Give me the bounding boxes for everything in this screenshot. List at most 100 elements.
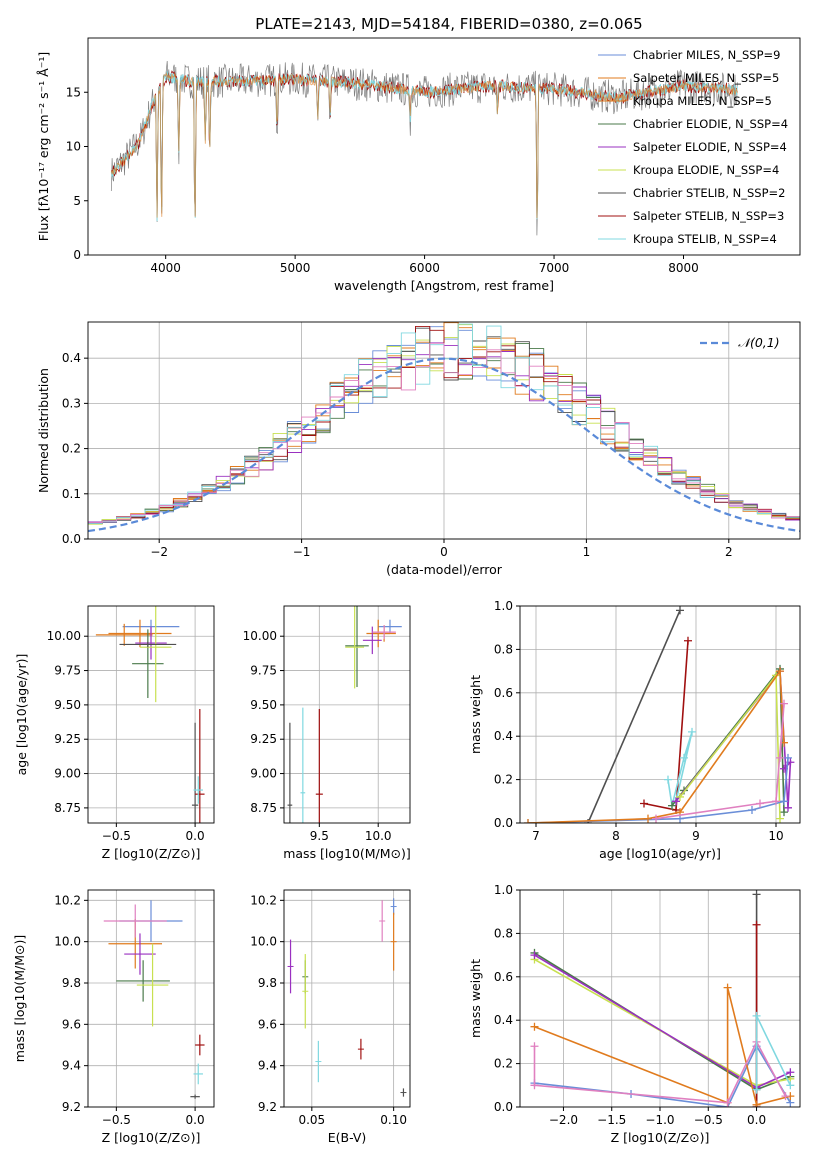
errorbar-point: [287, 722, 293, 823]
plot-area-mass_vs_EBV: [287, 898, 407, 1097]
plus-marker: [780, 808, 788, 817]
y-tick-label: 0.2: [494, 773, 513, 787]
x-tick-label: −0.5: [102, 829, 131, 843]
plot-mass_vs_Z: −0.5 0.0 9.2 9.4 9.6 9.8 10.0 10.2 Z [log10(Z/Z⊙…: [12, 889, 215, 1145]
plus-marker: [664, 775, 672, 784]
x-tick-label: −2.0: [549, 1113, 578, 1127]
errorbar-point: [119, 641, 177, 648]
y-tick-label: 0.2: [494, 1057, 513, 1071]
y-tick-label: 1.0: [494, 599, 513, 613]
weight-series-se: [675, 668, 792, 808]
plus-marker: [644, 814, 652, 823]
legend-label: Salpeter MILES, N_SSP=5: [633, 71, 779, 85]
plus-marker: [676, 606, 684, 615]
legend-label: Salpeter ELODIE, N_SSP=4: [633, 140, 787, 154]
plus-marker: [776, 667, 784, 676]
plus-marker: [672, 797, 680, 806]
errorbar-point: [390, 912, 397, 971]
plus-marker: [530, 1022, 539, 1031]
errorbar-point: [191, 722, 199, 823]
plus-marker: [784, 753, 792, 762]
y-tick-label: 0.6: [494, 970, 513, 984]
y-tick-label: 9.75: [250, 664, 277, 678]
y-tick-label: 9.50: [250, 698, 277, 712]
errorbar-point: [345, 606, 365, 689]
plus-marker: [780, 797, 788, 806]
x-tick-label: 9: [692, 829, 700, 843]
plot-area-spectrum: [110, 60, 738, 236]
plus-marker: [748, 805, 756, 814]
plus-marker: [752, 890, 761, 899]
y-tick-label: 1.0: [494, 883, 513, 897]
errorbar-point: [136, 943, 169, 1027]
plus-marker: [530, 1081, 539, 1090]
y-tick-label: 0.8: [494, 926, 513, 940]
plus-marker: [676, 792, 684, 801]
y-axis-label: Flux [fλ10⁻¹⁷ erg cm⁻² s⁻¹ Å⁻¹]: [36, 52, 51, 241]
plot-area-age_vs_mass: [287, 606, 402, 823]
y-tick-label: 0.4: [494, 729, 513, 743]
errorbar-point: [372, 625, 396, 639]
errorbar-point: [139, 606, 172, 703]
y-tick-label: 0.1: [62, 487, 81, 501]
errorbar-point: [300, 707, 306, 823]
errorbar-point: [135, 626, 167, 660]
x-tick-label: −1.0: [645, 1113, 674, 1127]
normal-curve: [88, 357, 800, 533]
legend-label: Kroupa STELIB, N_SSP=4: [633, 232, 777, 246]
y-tick-label: 5: [73, 194, 81, 208]
y-tick-label: 10: [66, 140, 81, 154]
legend: Chabrier MILES, N_SSP=9 Salpeter MILES, N…: [598, 48, 788, 246]
x-tick-label: 2: [725, 545, 733, 559]
errorbar-point: [357, 1038, 364, 1060]
plot-spectrum: 4000 5000 6000 7000 8000 0 5 10 15 wavelength [An…: [36, 37, 801, 293]
y-tick-label: 15: [66, 85, 81, 99]
y-tick-label: 9.6: [62, 1017, 81, 1031]
y-tick-label: 10.2: [250, 893, 277, 907]
errorbar-point: [195, 1034, 205, 1056]
y-tick-label: 10.2: [54, 893, 81, 907]
errorbar-point: [190, 1094, 200, 1099]
y-tick-label: 0.0: [494, 816, 513, 830]
weight-series-cm: [527, 757, 789, 823]
y-tick-label: 10.0: [250, 935, 277, 949]
errorbar-point: [287, 939, 294, 994]
x-axis-label: age [log10(age/yr)]: [599, 846, 721, 861]
axes-frame: [283, 889, 411, 1108]
x-tick-label: 10.0: [365, 829, 392, 843]
x-tick-label: −1: [293, 545, 311, 559]
plot-weight_vs_Z: −2.0 −1.5 −1.0 −0.5 0.0 0.0 0.2 0.4 0.6 0.8 1.0 Z […: [468, 883, 801, 1145]
plot-area-weight_vs_Z: [530, 890, 795, 1107]
errorbar-point: [378, 619, 402, 634]
y-tick-label: 9.50: [54, 698, 81, 712]
figure-title: PLATE=2143, MJD=54184, FIBERID=0380, z=0…: [255, 15, 642, 33]
legend-label: Salpeter STELIB, N_SSP=3: [633, 209, 784, 223]
x-axis-label: (data-model)/error: [386, 562, 503, 577]
legend-label: Kroupa MILES, N_SSP=5: [633, 94, 772, 108]
y-tick-label: 9.25: [250, 732, 277, 746]
plot-area-mass_vs_Z: [103, 900, 205, 1099]
errorbar-point: [345, 606, 369, 688]
y-tick-label: 9.8: [62, 976, 81, 990]
errorbar-point: [400, 1088, 407, 1097]
y-tick-label: 0.4: [494, 1013, 513, 1027]
errorbar-point: [124, 933, 156, 975]
x-tick-label: −0.5: [102, 1113, 131, 1127]
errorbar-point: [193, 1063, 203, 1085]
y-tick-label: 9.8: [258, 976, 277, 990]
weight-series-se: [534, 954, 791, 1089]
legend-label: Chabrier MILES, N_SSP=9: [633, 48, 780, 62]
errorbar-point: [362, 626, 382, 655]
x-tick-label: 0: [440, 545, 448, 559]
plus-marker: [652, 814, 660, 823]
plus-marker: [772, 797, 780, 806]
plot-age_vs_Z: −0.5 0.0 8.75 9.00 9.25 9.50 9.75 10.00 Z [log10…: [14, 605, 215, 861]
y-tick-label: 0.6: [494, 686, 513, 700]
plot-residuals: −2 −1 0 1 2 0.0 0.1 0.2 0.3 0.4 (data-model)/error…: [36, 321, 801, 577]
plus-marker: [524, 819, 532, 823]
x-tick-label: 1: [583, 545, 591, 559]
x-axis-label: Z [log10(Z/Z⊙)]: [102, 1130, 201, 1145]
y-axis-label: mass [log10(M/M⊙)]: [12, 935, 27, 1063]
plus-marker: [723, 1098, 732, 1107]
